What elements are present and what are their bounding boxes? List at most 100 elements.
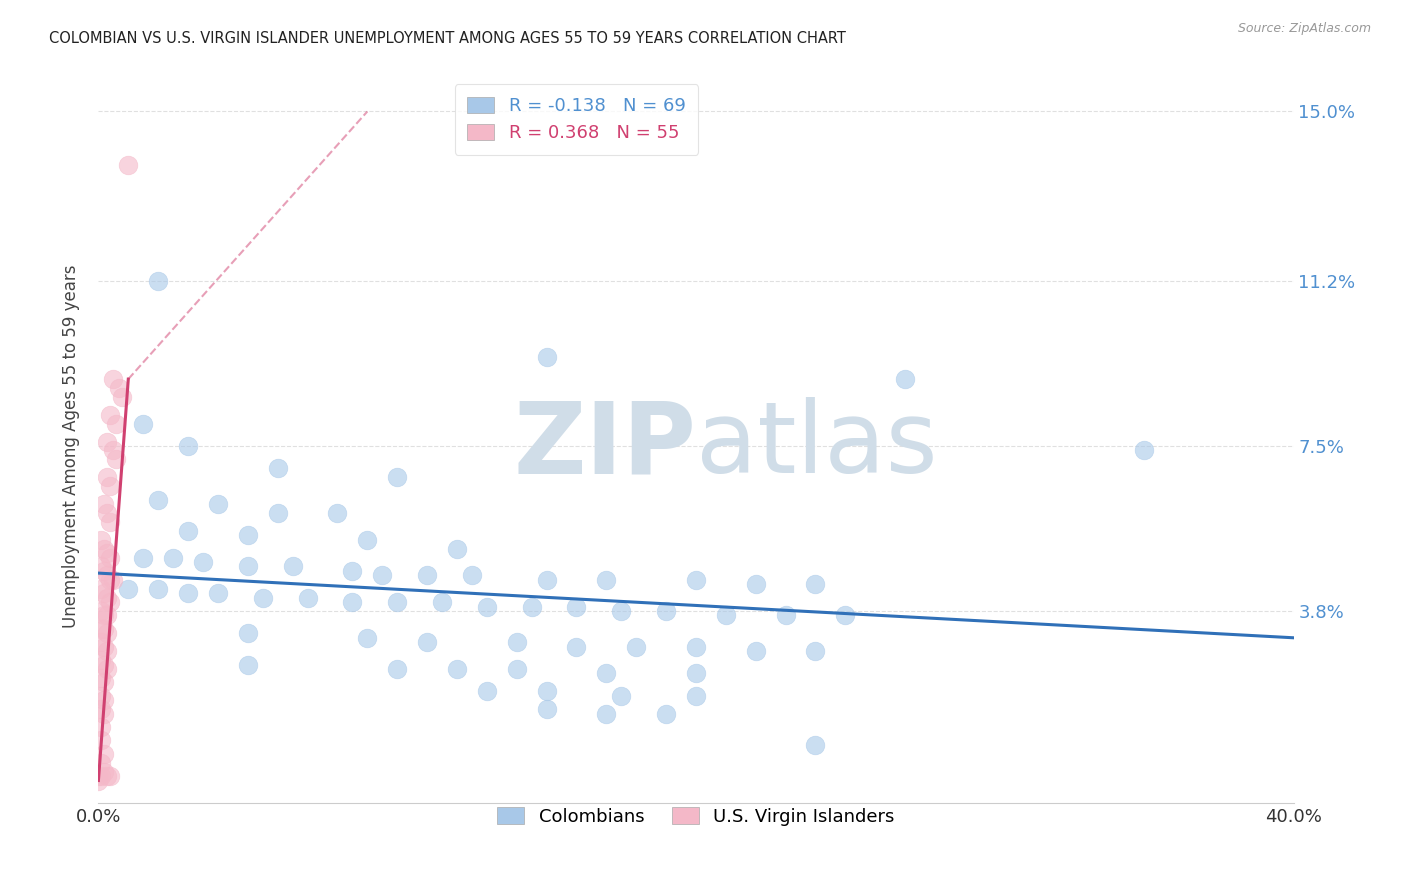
Point: [610, 689, 633, 703]
Point: [90, 720, 112, 734]
Point: [148, 492, 170, 507]
Point: [626, 640, 648, 654]
Point: [297, 591, 319, 605]
Text: ZIP: ZIP: [513, 398, 696, 494]
Point: [93, 541, 115, 556]
Point: [804, 644, 827, 658]
Point: [96, 546, 118, 560]
Legend: Colombians, U.S. Virgin Islanders: Colombians, U.S. Virgin Islanders: [486, 797, 905, 837]
Point: [96, 769, 118, 783]
Point: [745, 644, 768, 658]
Point: [98, 769, 122, 783]
Point: [93, 764, 115, 779]
Point: [96, 506, 118, 520]
Point: [93, 640, 115, 654]
Point: [804, 577, 827, 591]
Point: [655, 604, 678, 618]
Point: [93, 657, 115, 672]
Point: [103, 573, 125, 587]
Point: [207, 586, 229, 600]
Point: [745, 577, 768, 591]
Point: [90, 689, 112, 703]
Point: [93, 747, 115, 761]
Point: [536, 684, 558, 698]
Point: [685, 640, 707, 654]
Point: [685, 573, 707, 587]
Point: [342, 564, 364, 578]
Point: [1133, 443, 1156, 458]
Point: [267, 461, 290, 475]
Point: [595, 666, 617, 681]
Point: [834, 608, 856, 623]
Point: [177, 524, 200, 538]
Point: [446, 541, 468, 556]
Point: [177, 586, 200, 600]
Point: [775, 608, 797, 623]
Point: [90, 582, 112, 596]
Point: [595, 706, 617, 721]
Point: [475, 684, 498, 698]
Point: [93, 497, 115, 511]
Y-axis label: Unemployment Among Ages 55 to 59 years: Unemployment Among Ages 55 to 59 years: [62, 264, 80, 628]
Text: COLOMBIAN VS U.S. VIRGIN ISLANDER UNEMPLOYMENT AMONG AGES 55 TO 59 YEARS CORRELA: COLOMBIAN VS U.S. VIRGIN ISLANDER UNEMPL…: [49, 31, 846, 46]
Point: [132, 417, 155, 431]
Point: [90, 622, 112, 636]
Point: [236, 657, 259, 672]
Point: [356, 631, 378, 645]
Point: [416, 568, 439, 582]
Point: [87, 769, 110, 783]
Point: [236, 559, 259, 574]
Point: [207, 497, 229, 511]
Point: [93, 564, 115, 578]
Point: [536, 702, 558, 716]
Point: [446, 662, 468, 676]
Point: [103, 372, 125, 386]
Point: [96, 434, 118, 449]
Point: [267, 506, 290, 520]
Point: [356, 533, 378, 547]
Point: [90, 604, 112, 618]
Point: [98, 573, 122, 587]
Point: [96, 626, 118, 640]
Point: [416, 635, 439, 649]
Text: Source: ZipAtlas.com: Source: ZipAtlas.com: [1237, 22, 1371, 36]
Point: [506, 635, 529, 649]
Point: [87, 773, 110, 788]
Point: [90, 533, 112, 547]
Point: [90, 733, 112, 747]
Point: [90, 671, 112, 685]
Point: [98, 515, 122, 529]
Point: [105, 417, 128, 431]
Point: [536, 573, 558, 587]
Point: [93, 622, 115, 636]
Point: [96, 608, 118, 623]
Point: [326, 506, 349, 520]
Point: [93, 586, 115, 600]
Point: [565, 640, 588, 654]
Point: [96, 644, 118, 658]
Point: [520, 599, 543, 614]
Point: [98, 550, 122, 565]
Point: [281, 559, 304, 574]
Point: [685, 666, 707, 681]
Point: [90, 756, 112, 770]
Point: [98, 479, 122, 493]
Point: [90, 635, 112, 649]
Point: [252, 591, 274, 605]
Point: [610, 604, 633, 618]
Point: [90, 702, 112, 716]
Point: [595, 573, 617, 587]
Point: [177, 439, 200, 453]
Point: [162, 550, 184, 565]
Point: [536, 350, 558, 364]
Point: [96, 470, 118, 484]
Point: [111, 390, 134, 404]
Point: [236, 626, 259, 640]
Text: atlas: atlas: [696, 398, 938, 494]
Point: [93, 693, 115, 707]
Point: [685, 689, 707, 703]
Point: [191, 555, 214, 569]
Point: [385, 595, 409, 609]
Point: [475, 599, 498, 614]
Point: [105, 452, 128, 467]
